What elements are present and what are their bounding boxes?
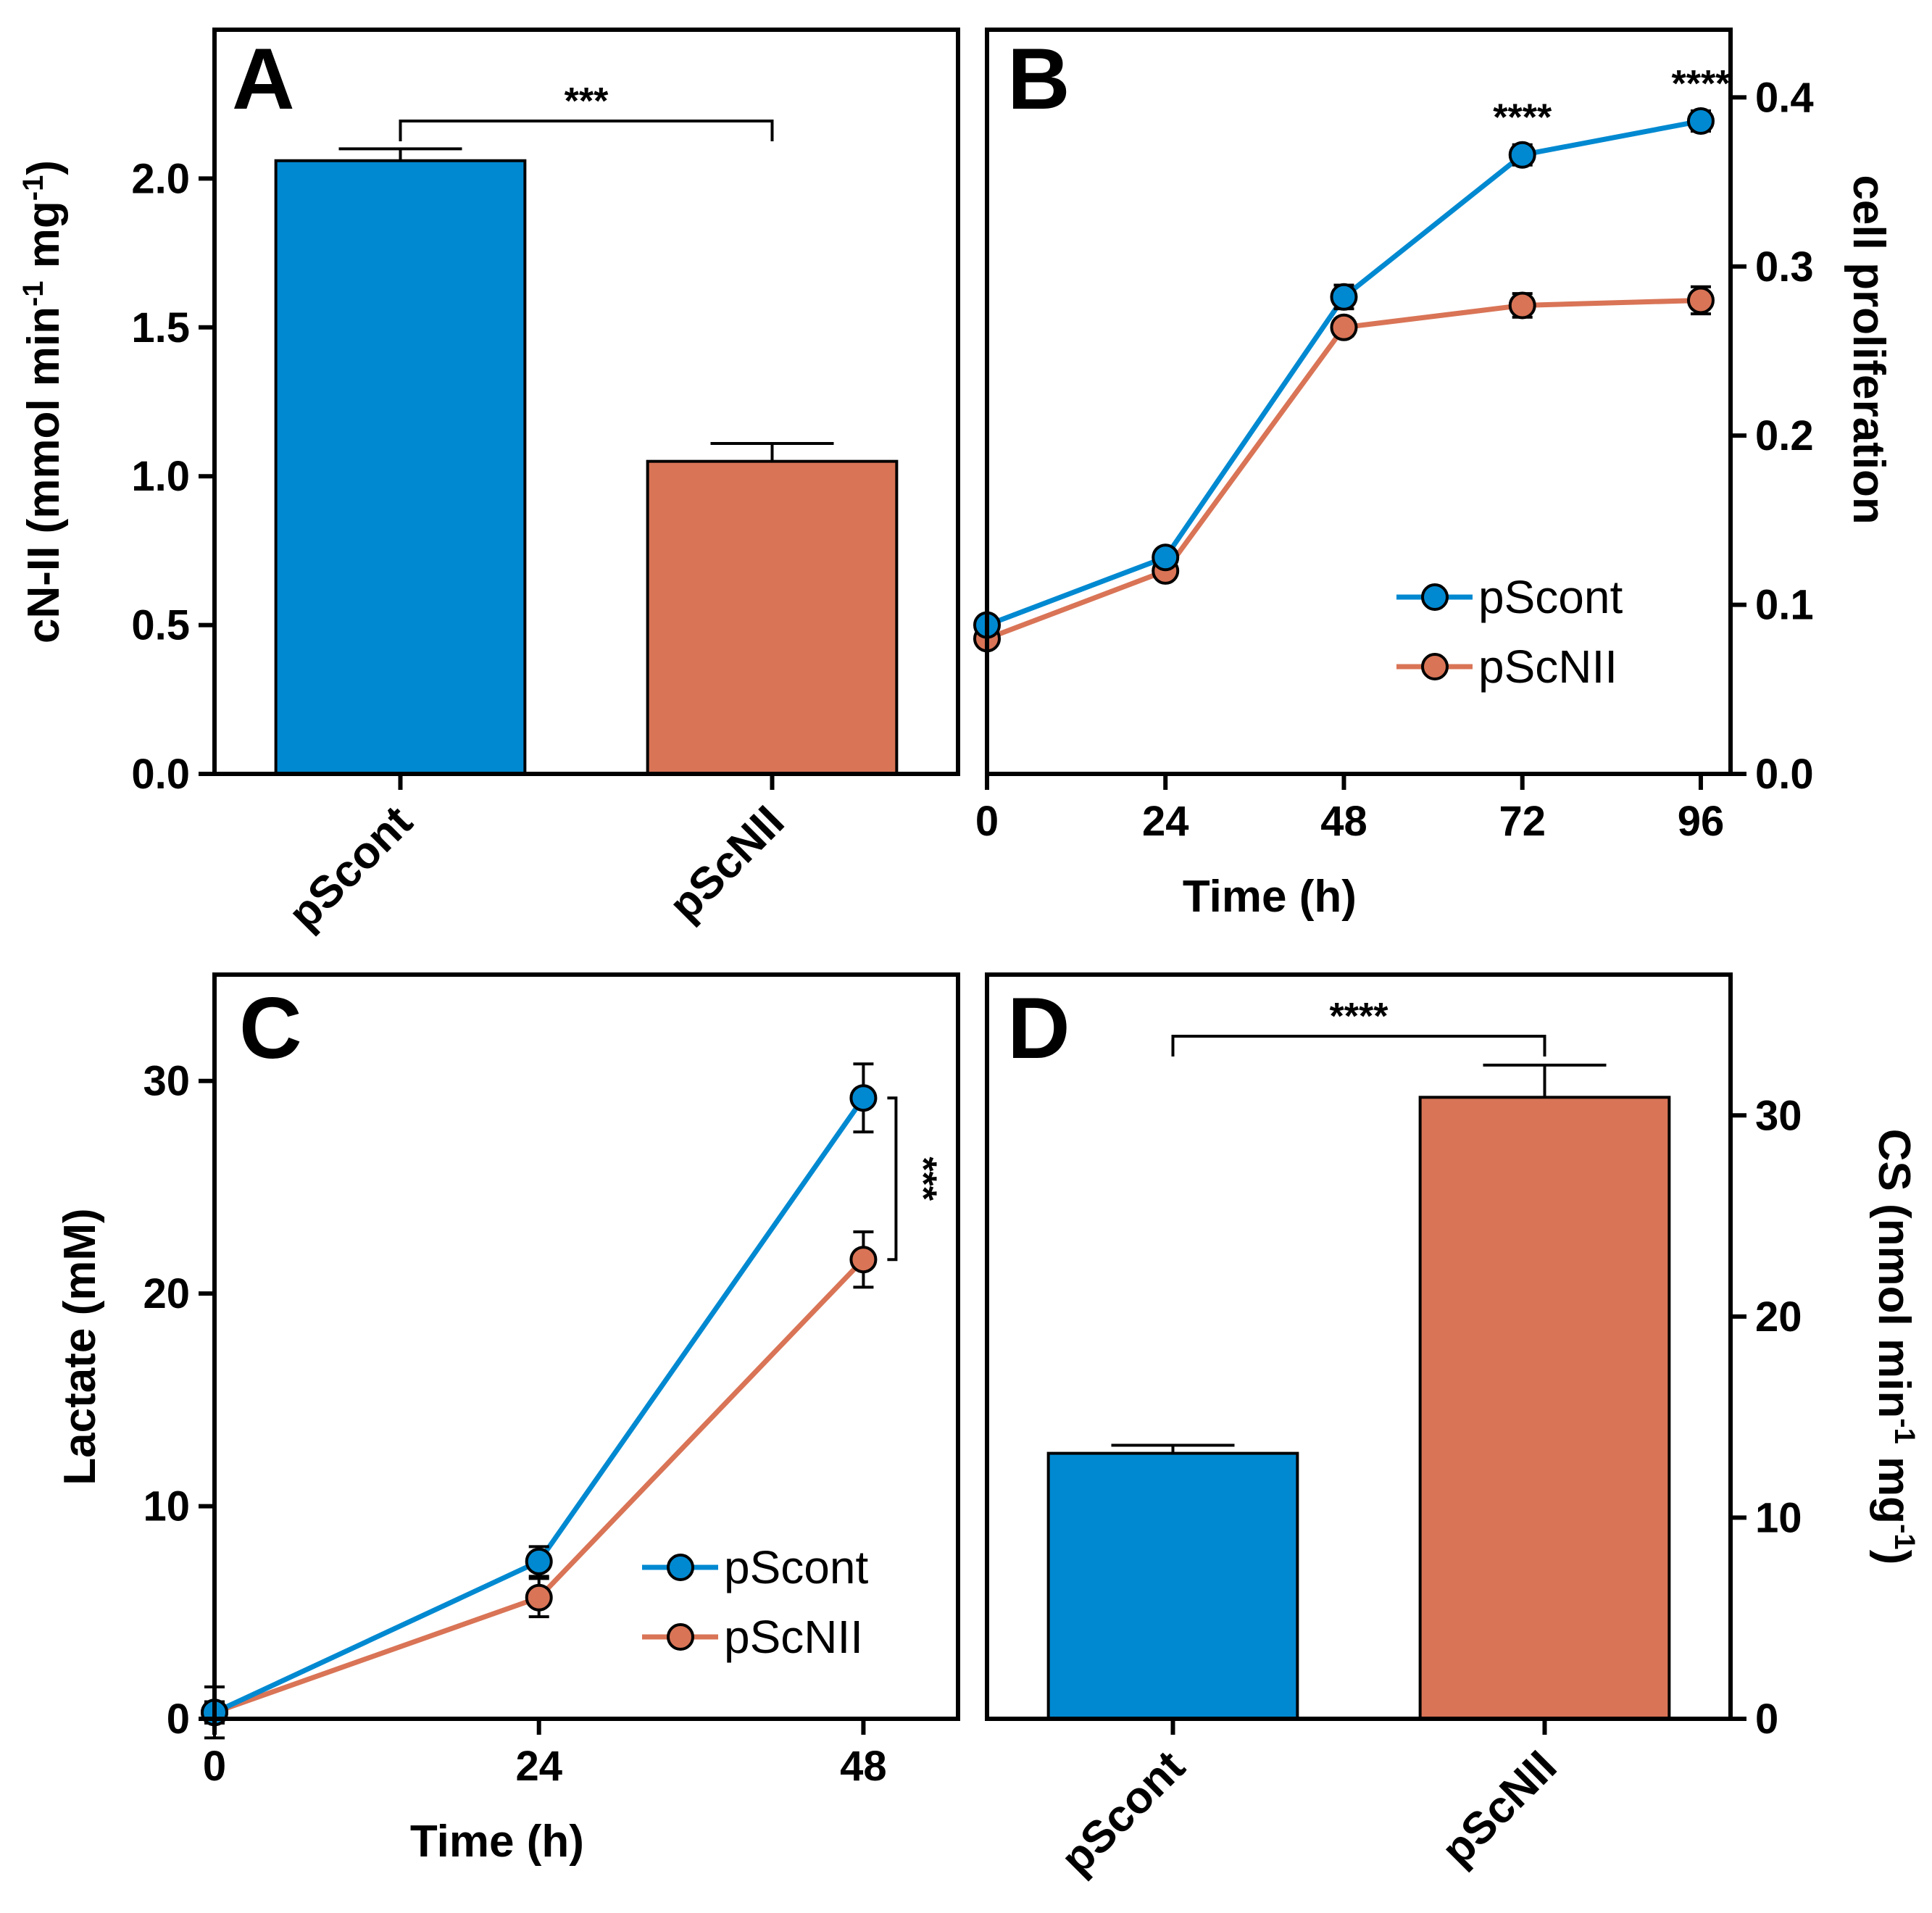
x-tick-label: 48 [1320,798,1367,845]
significance-bracket [1171,1035,1546,1056]
y-tick-label: 0.1 [1755,582,1814,629]
data-point-pscnii [1330,313,1358,341]
bar-pscont [274,159,527,775]
panel-b-axes: 0 24 48 72 96 Time (h) 0.0 0.1 0.2 0.3 0.4 cell pro… [975,74,1894,922]
bar-pscnii [646,459,899,775]
legend-marker-pscont [667,1554,694,1581]
panel-c: *** pScont pScNII 0 24 48 Time (h) 0 10 20 30 Lact… [55,972,960,1867]
x-tick-label: 72 [1499,798,1546,845]
legend-label: pScNII [724,1611,863,1663]
series-line-pscont [986,118,1702,628]
significance-label: **** [1671,63,1731,105]
x-tick-label: 24 [1142,798,1189,845]
y-tick-label: 0.0 [131,751,190,798]
y-tick-label: 20 [1755,1293,1802,1341]
data-point-pscont [525,1547,553,1575]
panel-c-axes: 0 24 48 Time (h) 0 10 20 30 Lactate (mM) [55,1058,887,1867]
x-tick-label: 24 [515,1743,562,1790]
x-axis-label: Time (h) [410,1817,584,1867]
legend-marker-pscnii [667,1623,694,1651]
y-axis-label-superscript: -1 [1889,1524,1920,1550]
data-point-pscont [1508,141,1536,169]
x-tick-label: 96 [1678,798,1725,845]
panel-d-bars [1046,1096,1671,1721]
data-point-pscont [1152,543,1180,572]
y-tick-label: 0 [1755,1696,1778,1743]
y-axis-label: cN-II (mmol min-1 mg-1) [17,160,69,643]
data-point-pscont [1686,107,1715,136]
significance-label: *** [565,80,609,122]
data-point-pscnii [1686,286,1715,314]
panel-c-frame [212,972,960,1721]
x-tick-label: 48 [840,1743,887,1790]
x-tick-label: 0 [203,1743,226,1790]
y-tick-label: 10 [143,1483,190,1530]
y-tick-label: 20 [143,1270,190,1317]
significance-bracket [887,1096,898,1262]
category-label: pScont [279,796,422,939]
panel-c-letter: C [239,980,302,1077]
y-tick-label: 30 [143,1058,190,1105]
panel-d-marks: **** [1111,996,1607,1454]
bar-pscnii [1418,1096,1671,1720]
panel-a: *** pScont pScNII 0.0 0.5 1.0 1.5 2.0 cN-II (mm… [17,28,960,939]
y-axis-label-part: ) [19,160,69,175]
category-label: pScNII [659,796,794,930]
y-axis-label-part: ) [1869,1550,1919,1565]
y-axis-label: cell proliferation [1844,175,1894,524]
y-tick-label: 0.2 [1755,412,1814,459]
panel-d-letter: D [1007,980,1070,1077]
bar-pscont [1046,1451,1299,1721]
panel-d-frame [985,972,1733,1721]
panel-b-marks: **** **** pScont pScNII [973,63,1731,693]
data-point-pscnii [1508,291,1536,320]
y-tick-label: 0.4 [1755,74,1814,121]
y-axis-label-part: CS (nmol min [1869,1129,1919,1419]
legend-marker-pscont [1421,583,1449,611]
category-label: pScNII [1432,1741,1566,1875]
legend-marker-pscnii [1421,653,1449,680]
y-axis-label-superscript: -1 [17,280,49,307]
y-tick-label: 0.0 [1755,751,1814,798]
y-tick-label: 1.0 [131,453,190,500]
significance-label: **** [1493,97,1552,139]
data-point-pscnii [525,1583,553,1612]
y-axis-label-superscript: -1 [17,175,49,201]
y-tick-label: 0 [167,1696,190,1743]
y-tick-label: 0.3 [1755,243,1814,291]
legend-label: pScont [724,1541,868,1593]
panel-b-letter: B [1007,30,1070,128]
y-axis-label: CS (nmol min-1 mg-1) [1869,1129,1920,1565]
data-point-pscnii [849,1246,878,1274]
y-tick-label: 1.5 [131,304,190,351]
y-tick-label: 2.0 [131,155,190,202]
x-axis-label: Time (h) [1183,872,1357,922]
panel-b-frame [985,28,1733,776]
legend-label: pScNII [1478,641,1617,693]
panel-a-bars [274,159,899,775]
data-point-pscont [849,1084,878,1112]
significance-label: **** [1330,996,1389,1038]
x-tick-label: 0 [975,798,999,845]
y-axis-label-part: cN-II (mmol min [19,307,69,643]
y-axis-label: Lactate (mM) [55,1208,105,1485]
panel-a-letter: A [232,30,295,128]
legend-label: pScont [1478,571,1623,623]
panel-b: **** **** pScont pScNII 0 24 48 72 96 Time (h) 0.… [973,28,1894,922]
significance-label: *** [902,1156,944,1201]
y-axis-label-superscript: -1 [1889,1418,1920,1444]
panel-a-marks: *** [338,80,834,462]
category-label: pScont [1052,1741,1194,1884]
y-axis-label-part: mg [1869,1444,1919,1524]
data-point-pscont [1330,283,1358,311]
y-tick-label: 10 [1755,1494,1802,1541]
panel-a-frame [212,28,960,776]
y-tick-label: 30 [1755,1092,1802,1139]
significance-bracket [399,120,774,141]
panel-c-marks: *** pScont pScNII [201,1062,944,1740]
y-tick-label: 0.5 [131,602,190,649]
y-axis-label-part: mg [19,201,69,280]
